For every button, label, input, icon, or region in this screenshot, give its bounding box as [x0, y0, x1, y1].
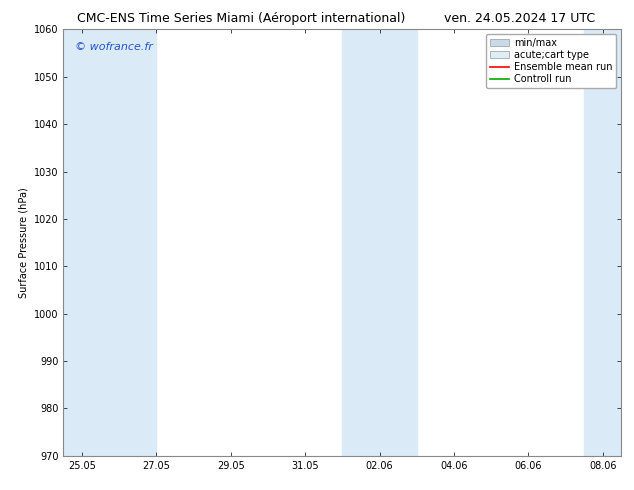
Text: ven. 24.05.2024 17 UTC: ven. 24.05.2024 17 UTC — [444, 12, 595, 25]
Text: CMC-ENS Time Series Miami (Aéroport international): CMC-ENS Time Series Miami (Aéroport inte… — [77, 12, 405, 25]
Bar — [584, 29, 621, 456]
Bar — [342, 29, 417, 456]
Legend: min/max, acute;cart type, Ensemble mean run, Controll run: min/max, acute;cart type, Ensemble mean … — [486, 34, 616, 88]
Text: © wofrance.fr: © wofrance.fr — [75, 42, 152, 52]
Bar — [63, 29, 157, 456]
Y-axis label: Surface Pressure (hPa): Surface Pressure (hPa) — [18, 187, 29, 298]
